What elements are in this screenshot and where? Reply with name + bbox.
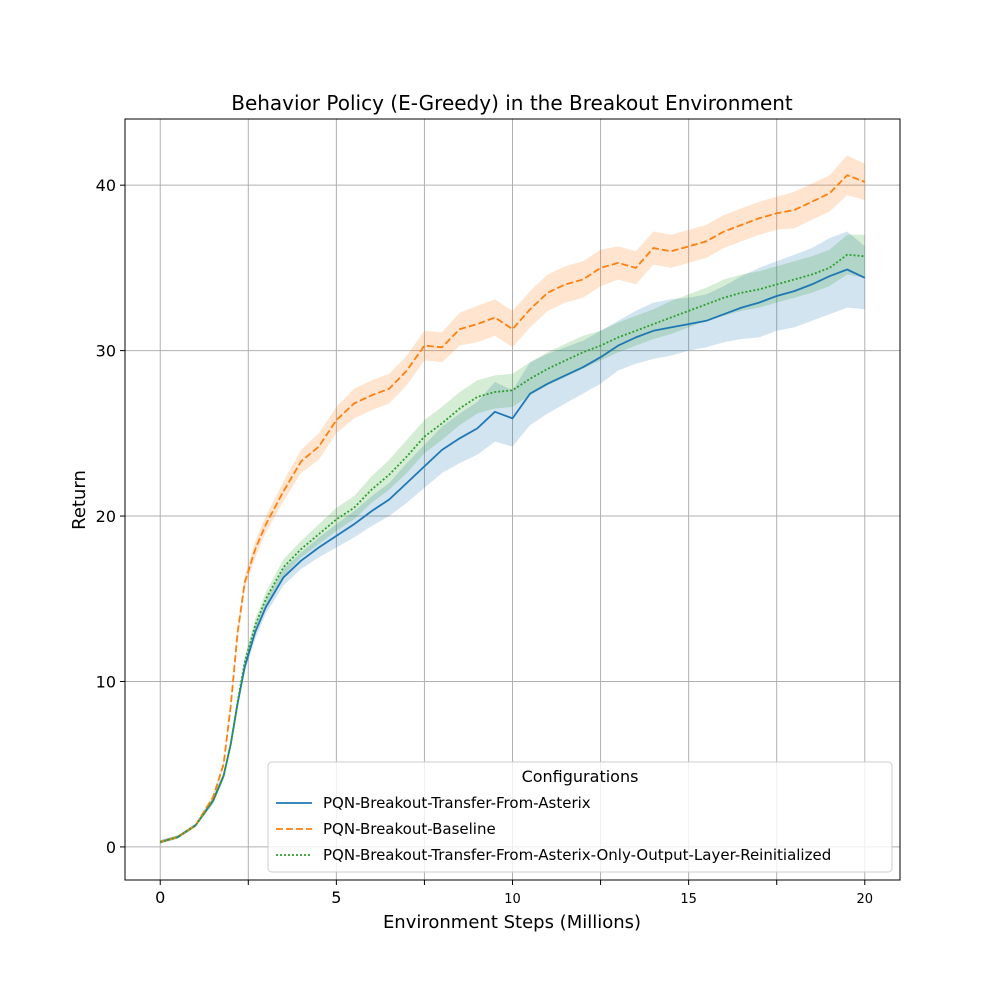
legend-box (267, 761, 893, 873)
x-tick-label: 10 (504, 892, 521, 907)
series-line-2 (159, 174, 866, 843)
confidence-bands (160, 155, 865, 844)
legend-title: Configurations (522, 767, 639, 786)
y-tick-label: 40 (96, 176, 116, 195)
y-tick-label: 0 (106, 838, 116, 857)
legend: Configurations PQN-Breakout-Transfer-Fro… (267, 761, 893, 873)
legend-label-2: PQN-Breakout-Baseline (323, 820, 496, 838)
legend-items: PQN-Breakout-Transfer-From-Asterix PQN-Br… (276, 794, 831, 864)
y-tick-label: 30 (96, 342, 116, 361)
series-band-3 (160, 234, 865, 844)
x-axis-ticks: 0 5 10 15 20 (155, 880, 873, 907)
series-band-1 (160, 231, 865, 844)
series-line-3 (159, 253, 865, 843)
legend-label-1: PQN-Breakout-Transfer-From-Asterix (323, 794, 591, 812)
x-tick-label: 0 (155, 888, 165, 907)
y-axis-ticks: 0 10 20 30 40 (96, 176, 125, 857)
x-tick-label: 20 (856, 892, 873, 907)
y-axis-label: Return (69, 470, 90, 530)
x-tick-label: 5 (331, 888, 341, 907)
x-tick-label: 15 (680, 892, 697, 907)
legend-label-3: PQN-Breakout-Transfer-From-Asterix-Only-… (323, 846, 831, 864)
x-axis-label: Environment Steps (Millions) (383, 912, 641, 933)
series-lines (159, 174, 866, 843)
series-line-1 (159, 268, 866, 843)
series-band-2 (160, 155, 865, 844)
y-tick-label: 20 (96, 507, 116, 526)
chart-title: Behavior Policy (E-Greedy) in the Breako… (231, 91, 793, 115)
y-tick-label: 10 (96, 672, 116, 691)
